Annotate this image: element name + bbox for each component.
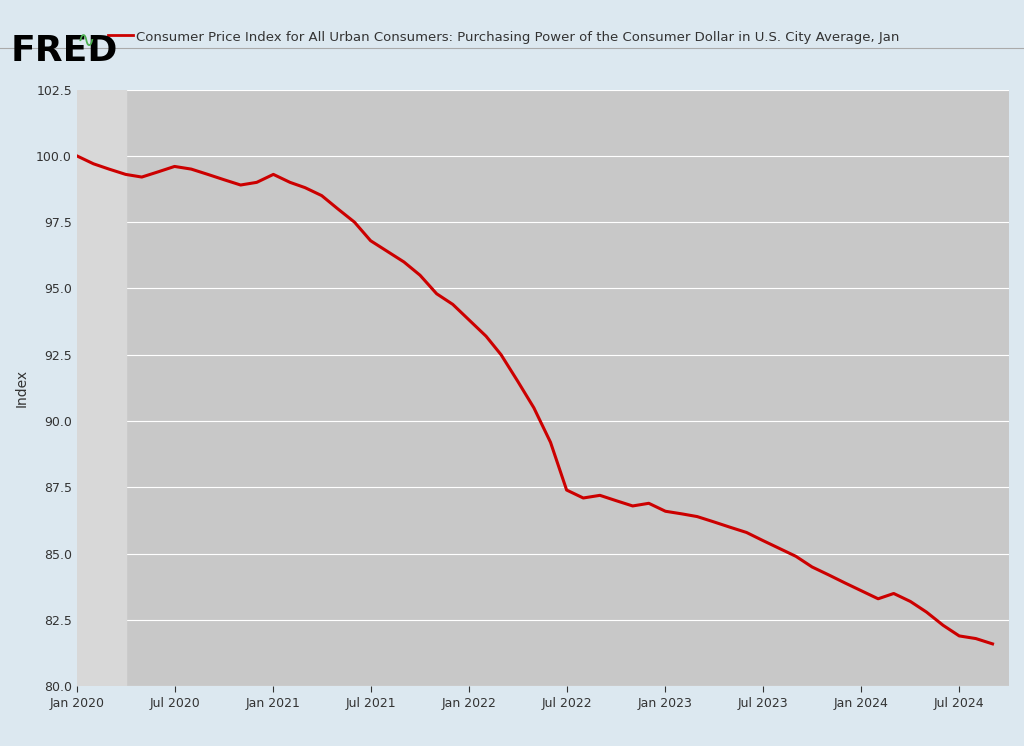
Y-axis label: Index: Index <box>15 369 29 407</box>
Text: ∿: ∿ <box>77 31 95 51</box>
Bar <box>77 90 126 686</box>
Text: FRED: FRED <box>10 34 118 68</box>
Text: Consumer Price Index for All Urban Consumers: Purchasing Power of the Consumer D: Consumer Price Index for All Urban Consu… <box>136 31 899 44</box>
